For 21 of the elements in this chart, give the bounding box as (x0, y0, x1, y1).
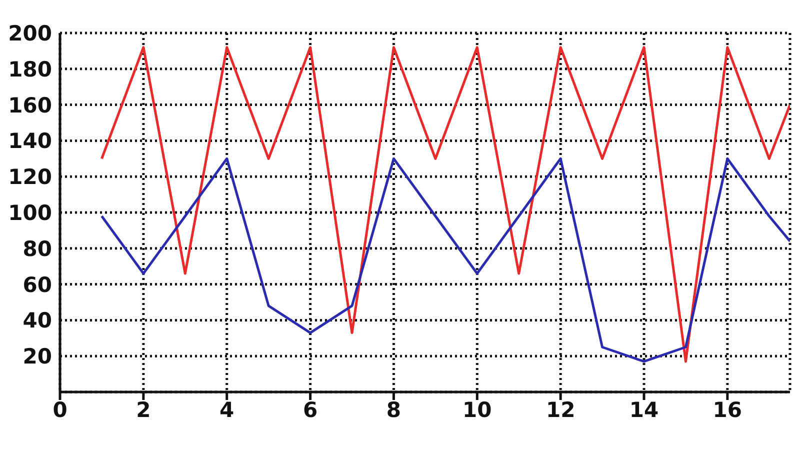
y-tick-label: 200 (8, 21, 52, 46)
x-tick-label: 10 (462, 398, 492, 422)
x-tick-label: 2 (136, 398, 151, 422)
x-tick-label: 0 (52, 398, 68, 422)
x-tick-label: 12 (546, 398, 576, 422)
line-series (100, 46, 790, 363)
x-tick-label: 8 (386, 398, 402, 422)
x-tick-label: 16 (712, 398, 742, 422)
y-tick-label: 40 (22, 308, 52, 333)
y-tick-label: 100 (8, 200, 52, 225)
y-tick-label: 120 (8, 165, 52, 190)
x-tick-label: 4 (220, 398, 234, 422)
line-series (100, 157, 790, 363)
y-tick-label: 60 (22, 272, 52, 297)
y-tick-label: 180 (8, 57, 52, 82)
y-tick-label: 160 (8, 93, 52, 118)
x-tick-label: 14 (629, 398, 659, 422)
x-tick-label: 6 (302, 398, 318, 422)
y-tick-label: 140 (8, 129, 52, 154)
y-tick-label: 20 (22, 344, 52, 369)
y-tick-label: 80 (22, 236, 52, 261)
